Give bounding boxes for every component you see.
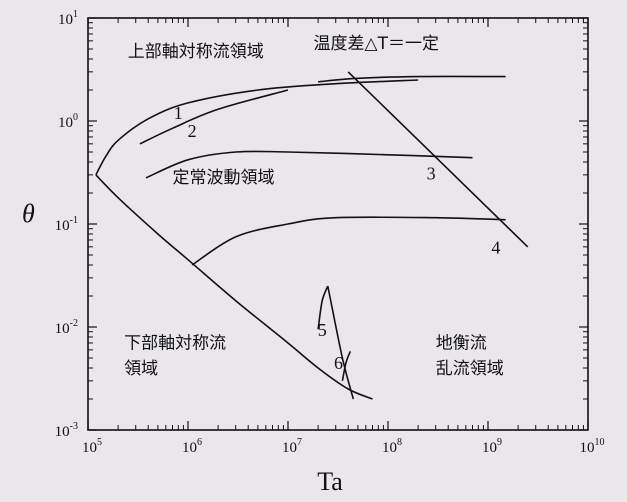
y-axis-label: θ xyxy=(22,199,35,228)
series-3-line xyxy=(318,75,506,83)
x-axis-label: Ta xyxy=(317,467,343,496)
constant-dT-line xyxy=(347,71,529,248)
region-label-6: 乱流領域 xyxy=(436,359,504,379)
x-tick-label: 105 xyxy=(82,437,102,456)
x-tick-label: 109 xyxy=(482,437,502,456)
series-2-label: 2 xyxy=(188,121,197,141)
series-6-label: 6 xyxy=(334,353,343,373)
lower-envelope-line xyxy=(95,174,373,400)
region-label-4: 領域 xyxy=(124,359,158,379)
x-tick-label: 107 xyxy=(282,437,302,456)
region-label-1: 温度差△T＝一定 xyxy=(314,34,439,54)
region-label-2: 定常波動領域 xyxy=(173,168,275,188)
x-tick-label: 108 xyxy=(382,437,402,456)
region-5-6-divider-line xyxy=(327,285,355,400)
y-tick-label: 101 xyxy=(58,9,78,28)
x-tick-label: 1010 xyxy=(580,437,605,456)
series-6-line xyxy=(341,351,352,382)
x-tick-label: 106 xyxy=(182,437,202,456)
region-label-0: 上部軸対称流領域 xyxy=(128,42,264,62)
left-envelope-line xyxy=(95,79,419,176)
y-tick-label: 10-1 xyxy=(55,215,78,234)
series-2-line xyxy=(145,150,473,179)
y-tick-label: 100 xyxy=(58,112,78,131)
series-4-label: 4 xyxy=(491,237,500,257)
series-1-label: 1 xyxy=(174,103,183,123)
series-5-line xyxy=(317,285,329,330)
series-1-line xyxy=(139,89,289,145)
chart-texts: θ Ta 105 106 107 108 109 1010 10-3 10-2 10-1 100 1… xyxy=(22,9,605,496)
region-label-5: 地衡流 xyxy=(436,333,487,353)
series-3-label: 3 xyxy=(427,164,436,184)
region-label-3: 下部軸対称流 xyxy=(124,333,226,353)
series-5-label: 5 xyxy=(318,320,327,340)
series-4-line xyxy=(191,216,506,266)
curves xyxy=(95,71,529,400)
y-tick-label: 10-2 xyxy=(55,318,78,337)
axis-ticks xyxy=(87,17,589,431)
y-tick-label: 10-3 xyxy=(55,421,78,440)
